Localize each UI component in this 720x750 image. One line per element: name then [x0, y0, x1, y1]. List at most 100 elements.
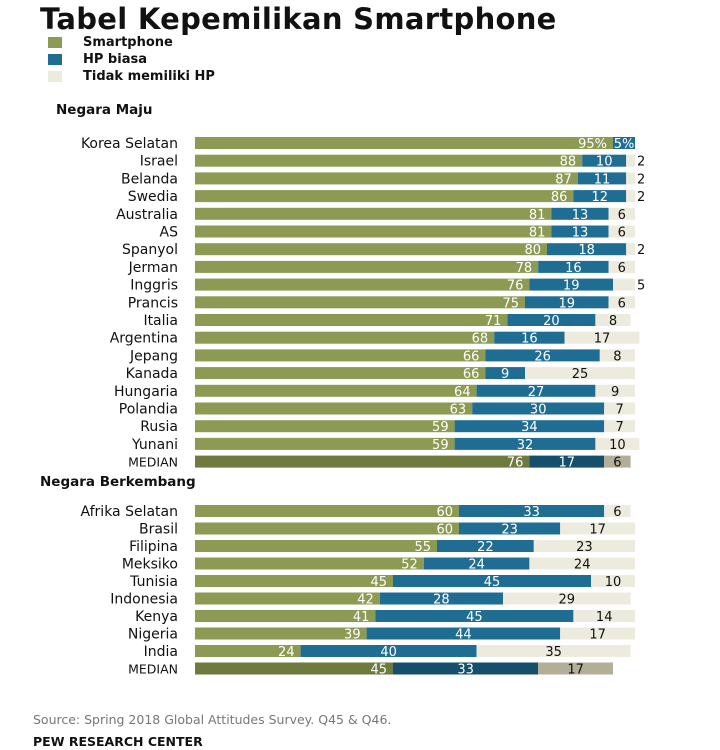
data-label-0-jerman-s2: 6 — [618, 261, 626, 276]
bar-segment-1-tunisia-s1 — [393, 575, 591, 587]
data-label-0-kanada-s0: 66 — [463, 367, 480, 382]
data-label-1-kenya-s0: 41 — [353, 610, 370, 625]
data-label-0-australia-s1: 13 — [572, 208, 589, 223]
bar-segment-0-spanyol-s1 — [547, 243, 627, 256]
bar-segment-0-jepang-s2 — [599, 349, 635, 362]
bar-segment-0-israel-s0 — [195, 154, 583, 167]
row-label-0-spanyol: Spanyol — [122, 242, 178, 258]
row-label-1-kenya: Kenya — [135, 609, 178, 625]
bar-segment-0-belanda-s2 — [626, 172, 635, 185]
bar-segment-1-india-s2 — [476, 645, 631, 657]
data-label-0-swedia-s2: 2 — [637, 190, 645, 205]
data-label-0-yunani-s2: 10 — [609, 438, 626, 453]
data-label-0-polandia-s1: 30 — [530, 403, 547, 418]
row-label-0-as: AS — [160, 225, 179, 241]
bar-segment-0-inggris-s1 — [529, 278, 613, 291]
bar-segment-1-afrika-selatan-s0 — [195, 505, 459, 517]
data-label-0-polandia-s2: 7 — [615, 403, 623, 418]
bar-segment-0-spanyol-s2 — [626, 243, 635, 256]
data-label-1-nigeria-s1: 44 — [455, 628, 472, 643]
data-label-1-india-s2: 35 — [545, 645, 562, 660]
bar-segment-0-belanda-s0 — [195, 172, 578, 185]
data-label-1-meksiko-s0: 52 — [401, 558, 418, 573]
bar-segment-0-hungaria-s0 — [195, 384, 477, 397]
data-label-1-tunisia-s1: 45 — [484, 575, 501, 590]
data-label-0-belanda-s0: 87 — [555, 172, 572, 187]
data-label-0-argentina-s2: 17 — [594, 332, 611, 347]
legend-label-tidak-memiliki: Tidak memiliki HP — [83, 68, 215, 84]
row-label-0-korea-selatan: Korea Selatan — [81, 136, 178, 152]
row-label-1-median: MEDIAN — [128, 662, 178, 677]
bar-segment-0-belanda-s1 — [577, 172, 627, 185]
bar-segment-0-swedia-s0 — [195, 190, 574, 203]
data-label-0-inggris-s0: 76 — [507, 279, 524, 294]
data-label-1-nigeria-s2: 17 — [589, 628, 606, 643]
data-label-0-median-s0: 76 — [507, 456, 524, 471]
data-label-0-prancis-s0: 75 — [502, 296, 519, 311]
bar-segment-0-polandia-s2 — [604, 402, 635, 415]
bar-segment-0-hungaria-s1 — [476, 384, 596, 397]
bar-segment-1-afrika-selatan-s1 — [459, 505, 605, 517]
data-label-0-as-s1: 13 — [572, 226, 589, 241]
section-title-negara-berkembang: Negara Berkembang — [40, 474, 196, 490]
row-label-1-afrika-selatan: Afrika Selatan — [81, 504, 178, 520]
bar-segment-0-polandia-s0 — [195, 402, 473, 415]
bar-segment-1-meksiko-s0 — [195, 557, 424, 570]
bar-segment-0-italia-s2 — [595, 314, 631, 326]
data-label-1-filipina-s1: 22 — [477, 540, 494, 555]
legend-item-smartphone: Smartphone — [48, 34, 173, 50]
data-label-0-median-s1: 17 — [559, 456, 576, 471]
bar-segment-1-brasil-s1 — [459, 522, 561, 535]
data-label-0-italia-s2: 8 — [609, 314, 617, 329]
row-label-0-swedia: Swedia — [128, 189, 178, 205]
bar-segment-0-jerman-s2 — [608, 260, 635, 273]
credit-line: PEW RESEARCH CENTER — [33, 734, 203, 749]
data-label-0-polandia-s0: 63 — [450, 403, 467, 418]
bar-segment-0-australia-s1 — [551, 207, 609, 220]
bar-segment-1-india-s0 — [195, 645, 301, 657]
section-title-negara-maju: Negara Maju — [56, 102, 153, 118]
bar-segment-1-tunisia-s2 — [591, 575, 635, 587]
source-note: Source: Spring 2018 Global Attitudes Sur… — [33, 712, 392, 727]
bar-segment-0-korea-selatan-s1 — [613, 137, 635, 149]
bar-segment-1-median-s1 — [393, 662, 539, 675]
bar-segment-1-kenya-s2 — [573, 610, 635, 622]
row-label-0-israel: Israel — [140, 154, 178, 170]
data-label-1-indonesia-s2: 29 — [559, 593, 576, 608]
bar-segment-1-meksiko-s1 — [423, 557, 530, 570]
row-label-0-hungaria: Hungaria — [114, 384, 178, 400]
legend-item-tidak-memiliki: Tidak memiliki HP — [48, 68, 215, 84]
data-label-1-meksiko-s2: 24 — [574, 558, 591, 573]
bar-segment-1-meksiko-s2 — [529, 557, 635, 570]
bar-segment-0-yunani-s0 — [195, 437, 455, 450]
bar-segment-0-korea-selatan-s0 — [195, 137, 613, 149]
bar-segment-0-australia-s0 — [195, 207, 552, 220]
bar-segment-0-kanada-s0 — [195, 367, 486, 380]
data-label-0-korea-selatan-s1: 5% — [614, 137, 635, 152]
bar-segment-0-yunani-s2 — [595, 437, 640, 450]
bar-segment-0-italia-s0 — [195, 314, 508, 326]
bar-segment-0-israel-s1 — [582, 154, 627, 167]
row-label-0-argentina: Argentina — [110, 331, 178, 347]
data-label-0-israel-s1: 10 — [596, 155, 613, 170]
data-label-0-hungaria-s2: 9 — [611, 385, 619, 400]
bar-segment-0-argentina-s1 — [494, 331, 565, 344]
bar-segment-0-jepang-s0 — [195, 349, 486, 362]
row-label-0-rusia: Rusia — [140, 419, 178, 435]
data-label-1-median-s1: 33 — [457, 663, 474, 678]
bar-segment-0-as-s0 — [195, 225, 552, 238]
bar-segment-0-argentina-s2 — [564, 331, 640, 344]
data-label-0-jerman-s1: 16 — [565, 261, 582, 276]
row-label-1-meksiko: Meksiko — [122, 557, 178, 573]
bar-segment-1-brasil-s2 — [560, 522, 635, 535]
data-label-0-jepang-s2: 8 — [613, 349, 621, 364]
data-label-0-argentina-s1: 16 — [521, 332, 538, 347]
data-label-1-afrika-selatan-s1: 33 — [523, 505, 540, 520]
bar-segment-0-prancis-s1 — [525, 296, 609, 309]
data-label-1-tunisia-s2: 10 — [605, 575, 622, 590]
bar-segment-0-argentina-s0 — [195, 331, 495, 344]
data-label-0-hungaria-s0: 64 — [454, 385, 471, 400]
row-label-0-inggris: Inggris — [130, 278, 178, 294]
bar-segment-0-kanada-s1 — [485, 367, 525, 380]
